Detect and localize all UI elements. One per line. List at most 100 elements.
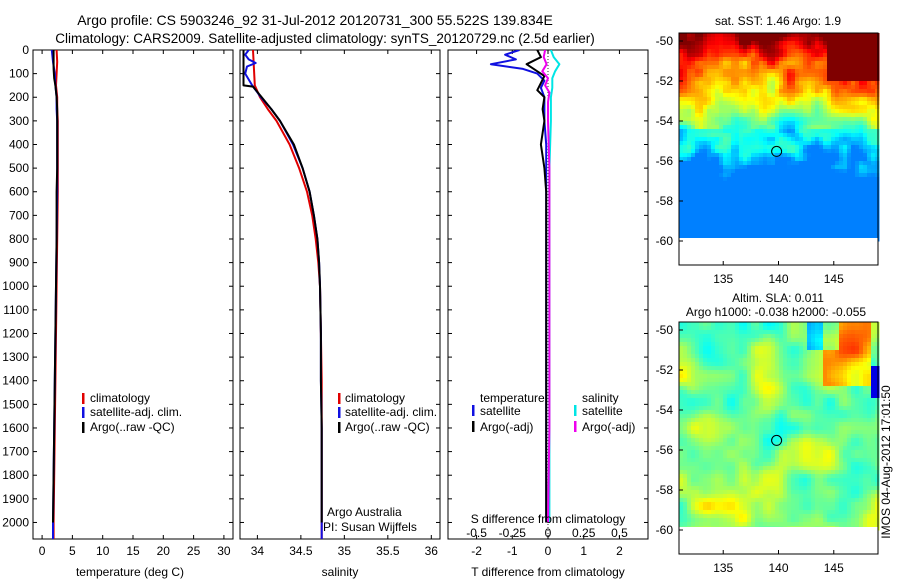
heatmap-cell — [747, 129, 752, 134]
heatmap-cell — [747, 193, 752, 198]
heatmap-cell — [759, 97, 764, 102]
heatmap-cell — [863, 450, 868, 455]
heatmap-cell — [699, 185, 704, 190]
heatmap-cell — [843, 117, 848, 122]
heatmap-cell — [851, 153, 856, 158]
heatmap-cell — [703, 362, 708, 367]
heatmap-cell — [763, 418, 768, 423]
heatmap-cell — [775, 233, 780, 238]
depth-tick-label: 1400 — [2, 374, 29, 388]
heatmap-cell — [855, 378, 860, 383]
heatmap-cell — [843, 450, 848, 455]
heatmap-cell — [743, 233, 748, 238]
heatmap-cell — [751, 454, 756, 459]
heatmap-cell — [815, 462, 820, 467]
heatmap-cell — [827, 177, 832, 182]
heatmap-cell — [747, 462, 752, 467]
map-x-tick-label: 135 — [713, 272, 733, 286]
heatmap-cell — [839, 89, 844, 94]
heatmap-cell — [747, 478, 752, 483]
heatmap-cell — [795, 53, 800, 58]
heatmap-cell — [831, 362, 836, 367]
heatmap-cell — [819, 81, 824, 86]
heatmap-cell — [759, 37, 764, 42]
heatmap-cell — [823, 101, 828, 106]
heatmap-cell — [807, 454, 812, 459]
heatmap-cell — [823, 462, 828, 467]
heatmap-cell — [759, 438, 764, 443]
heatmap-cell — [775, 65, 780, 70]
heatmap-cell — [735, 346, 740, 351]
heatmap-cell — [815, 382, 820, 387]
heatmap-cell — [703, 189, 708, 194]
heatmap-cell — [871, 470, 876, 475]
heatmap-cell — [739, 41, 744, 46]
heatmap-cell — [875, 370, 880, 375]
heatmap-cell — [775, 454, 780, 459]
heatmap-cell — [727, 169, 732, 174]
heatmap-cell — [739, 81, 744, 86]
heatmap-cell — [803, 217, 808, 222]
heatmap-cell — [747, 105, 752, 110]
heatmap-cell — [755, 41, 760, 46]
heatmap-cell — [747, 141, 752, 146]
heatmap-cell — [703, 185, 708, 190]
heatmap-cell — [871, 394, 876, 399]
heatmap-cell — [851, 41, 856, 46]
heatmap-cell — [743, 334, 748, 339]
heatmap-cell — [795, 117, 800, 122]
heatmap-cell — [695, 37, 700, 42]
heatmap-cell — [739, 366, 744, 371]
heatmap-cell — [875, 209, 880, 214]
heatmap-cell — [731, 354, 736, 359]
heatmap-cell — [679, 438, 684, 443]
heatmap-cell — [683, 101, 688, 106]
heatmap-cell — [799, 362, 804, 367]
heatmap-cell — [787, 185, 792, 190]
heatmap-cell — [715, 189, 720, 194]
heatmap-cell — [823, 482, 828, 487]
heatmap-cell — [751, 434, 756, 439]
heatmap-cell — [875, 73, 880, 78]
heatmap-cell — [803, 454, 808, 459]
heatmap-cell — [707, 366, 712, 371]
heatmap-cell — [755, 426, 760, 431]
heatmap-cell — [699, 410, 704, 415]
heatmap-cell — [795, 41, 800, 46]
heatmap-cell — [747, 346, 752, 351]
heatmap-cell — [831, 37, 836, 42]
heatmap-cell — [731, 422, 736, 427]
heatmap-cell — [687, 390, 692, 395]
heatmap-cell — [827, 462, 832, 467]
heatmap-cell — [691, 454, 696, 459]
heatmap-cell — [743, 41, 748, 46]
heatmap-cell — [867, 169, 872, 174]
heatmap-cell — [831, 189, 836, 194]
heatmap-cell — [847, 342, 852, 347]
heatmap-cell — [759, 466, 764, 471]
heatmap-cell — [683, 133, 688, 138]
heatmap-cell — [711, 101, 716, 106]
heatmap-cell — [779, 97, 784, 102]
heatmap-cell — [691, 374, 696, 379]
heatmap-cell — [751, 386, 756, 391]
heatmap-cell — [875, 145, 880, 150]
heatmap-cell — [679, 105, 684, 110]
heatmap-cell — [731, 165, 736, 170]
heatmap-cell — [703, 229, 708, 234]
heatmap-cell — [771, 37, 776, 42]
heatmap-cell — [823, 458, 828, 463]
heatmap-cell — [747, 101, 752, 106]
heatmap-cell — [807, 177, 812, 182]
heatmap-cell — [735, 350, 740, 355]
heatmap-cell — [795, 478, 800, 483]
heatmap-cell — [827, 450, 832, 455]
depth-tick-label: 300 — [9, 114, 29, 128]
heatmap-cell — [683, 422, 688, 427]
heatmap-cell — [707, 462, 712, 467]
heatmap-cell — [807, 93, 812, 98]
heatmap-cell — [771, 205, 776, 210]
heatmap-cell — [747, 45, 752, 50]
heatmap-cell — [827, 322, 832, 327]
heatmap-cell — [795, 189, 800, 194]
